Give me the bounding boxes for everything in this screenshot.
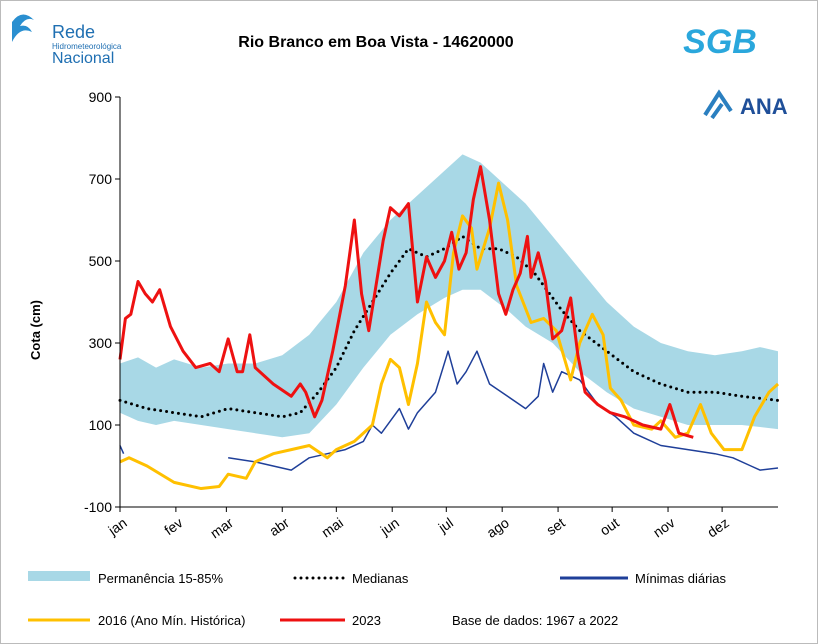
series-line	[119, 181, 780, 491]
y-tick-label: 100	[89, 417, 113, 433]
y-tick-label: -100	[84, 499, 112, 515]
logo-ana-icon	[703, 89, 733, 120]
legend-label: 2016 (Ano Mín. Histórica)	[98, 613, 245, 628]
logo-ana: ANA	[740, 94, 788, 119]
series-line	[118, 165, 694, 439]
y-axis-label: Cota (cm)	[28, 300, 43, 360]
y-tick-label: 900	[89, 89, 113, 105]
chart-title: Rio Branco em Boa Vista - 14620000	[238, 34, 513, 51]
legend-label: Medianas	[352, 571, 409, 586]
series-line	[119, 350, 779, 471]
logo-sgb: SGB	[683, 23, 757, 61]
logo-text: Hidrometeorológica	[52, 42, 122, 51]
y-tick-label: 500	[89, 253, 113, 269]
series-line	[118, 234, 780, 419]
y-tick-label: 700	[89, 171, 113, 187]
legend-swatch	[28, 571, 90, 581]
logo-icon	[12, 14, 34, 42]
logo-text: Rede	[52, 22, 95, 42]
note: Base de dados: 1967 a 2022	[452, 613, 618, 628]
logo-text: Nacional	[52, 50, 114, 67]
legend-label: Permanência 15-85%	[98, 571, 223, 586]
legend-label: 2023	[352, 613, 381, 628]
y-tick-label: 300	[89, 335, 113, 351]
legend-label: Mínimas diárias	[635, 571, 727, 586]
